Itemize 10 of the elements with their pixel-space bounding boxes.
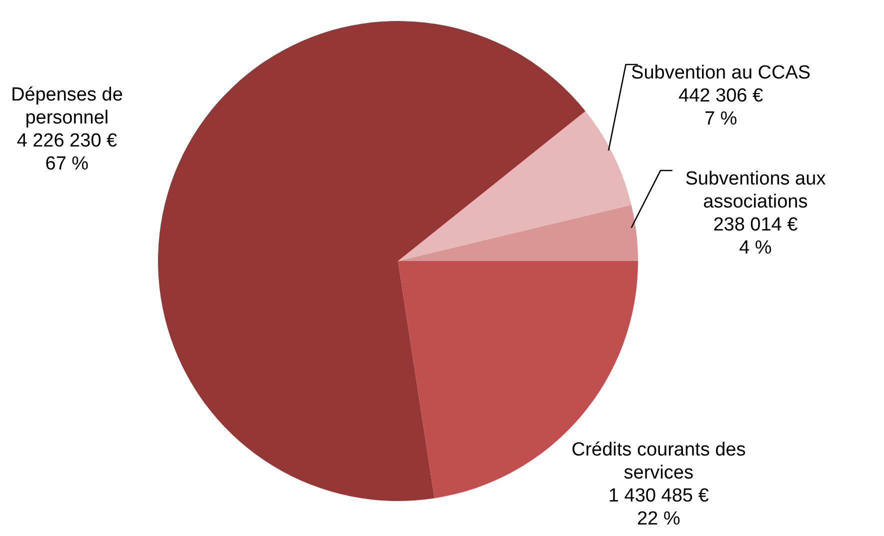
slice-label: Dépenses de personnel (10, 84, 123, 128)
data-label: 4 226 230 € 67 % (16, 130, 118, 174)
pie-slice (398, 204, 638, 261)
slice-label: Subventions aux associations (685, 168, 826, 213)
slice-label: Crédits courants des services (571, 439, 746, 484)
data-label: 238 014 € 4 % (713, 214, 798, 259)
data-label: 1 430 485 € 22 % (608, 485, 710, 530)
data-label: 442 306 € 7 % (678, 86, 764, 130)
slice-label: Subvention au CCAS (631, 62, 811, 84)
pie-slice (398, 111, 632, 261)
